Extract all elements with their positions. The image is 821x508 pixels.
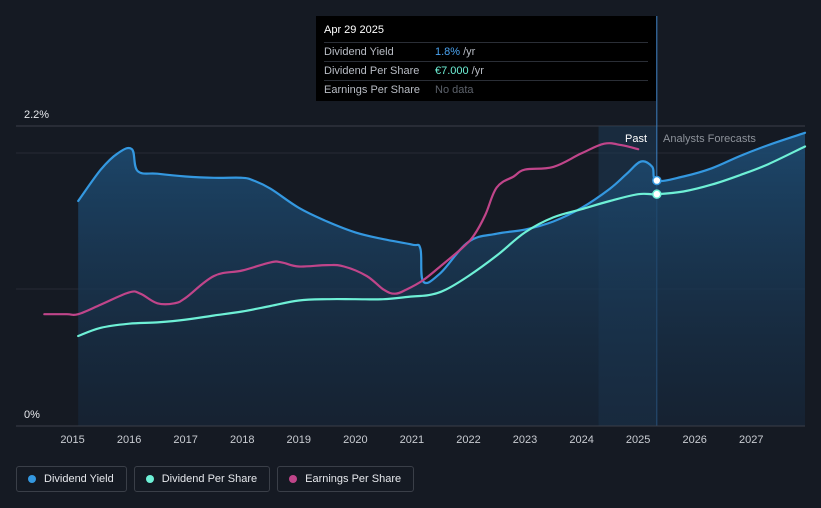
dividend-yield-line [77,131,807,285]
x-tick-label: 2020 [343,434,367,446]
dividend-per-share-line [77,145,807,338]
tooltip-unit: /yr [471,65,484,77]
y-tick-bottom: 0% [24,409,40,421]
tooltip-value: 1.8% [435,46,461,58]
y-tick-top: 2.2% [24,109,49,121]
earnings-per-share-line [43,142,640,317]
legend-dot-icon [289,475,298,483]
x-tick-label: 2017 [173,434,197,446]
x-tick-label: 2024 [569,434,593,446]
legend: Dividend Yield Dividend Per Share Earnin… [16,466,415,492]
tooltip: Apr 29 2025 Dividend Yield 1.8% /yr Divi… [316,16,656,101]
dividend-yield-marker [652,175,662,186]
tooltip-row-dividend-yield: Dividend Yield 1.8% /yr [324,42,648,61]
legend-dot-icon [145,475,154,483]
tooltip-row-earnings-per-share: Earnings Per Share No data [324,80,648,99]
x-tick-label: 2023 [513,434,537,446]
tooltip-unit: /yr [463,46,476,58]
legend-label: Earnings Per Share [305,473,402,485]
x-tick-label: 2018 [230,434,254,446]
x-tick-label: 2016 [117,434,141,446]
dividend-per-share-marker [652,189,662,199]
x-tick-label: 2022 [456,434,480,446]
tooltip-value: No data [435,84,474,96]
x-tick-label: 2025 [626,434,650,446]
legend-label: Dividend Per Share [161,473,258,485]
legend-item-earnings-per-share[interactable]: Earnings Per Share [277,466,415,492]
legend-item-dividend-yield[interactable]: Dividend Yield [16,466,127,492]
legend-dot-icon [28,475,36,483]
x-tick-label: 2027 [739,434,763,446]
tooltip-row-dividend-per-share: Dividend Per Share €7.000 /yr [324,61,648,80]
tooltip-label: Dividend Yield [324,46,394,58]
x-tick-label: 2019 [287,434,311,446]
tooltip-date: Apr 29 2025 [324,24,384,36]
legend-label: Dividend Yield [44,473,114,485]
tooltip-label: Dividend Per Share [324,65,420,77]
tooltip-value: €7.000 [435,65,469,77]
dividend-yield-area [78,132,805,427]
x-tick-label: 2015 [60,434,84,446]
forecast-label: Analysts Forecasts [663,133,756,145]
past-label: Past [625,133,647,145]
tooltip-label: Earnings Per Share [324,84,420,96]
x-tick-label: 2026 [682,434,706,446]
x-tick-label: 2021 [400,434,424,446]
legend-item-dividend-per-share[interactable]: Dividend Per Share [133,466,271,492]
